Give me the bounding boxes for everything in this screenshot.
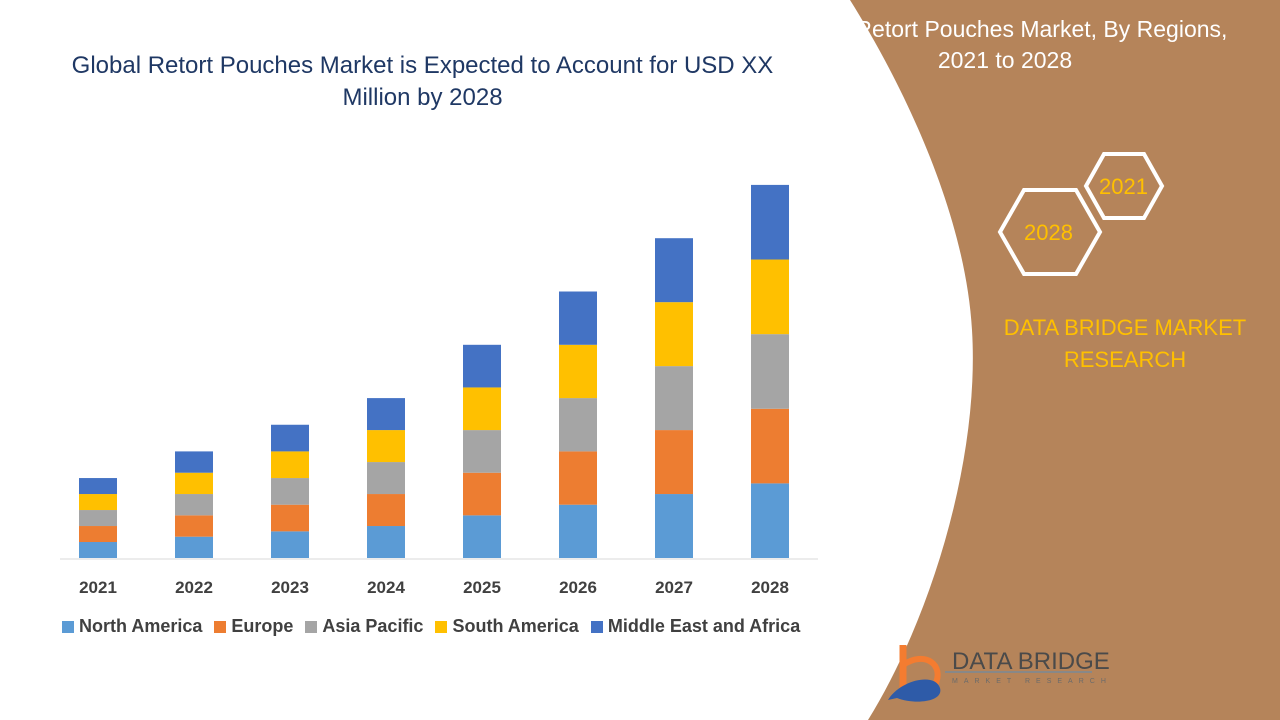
chart-title: Global Retort Pouches Market is Expected… bbox=[71, 52, 774, 111]
hexagon-2028 bbox=[997, 188, 1103, 276]
bar-2022-south-america bbox=[175, 472, 213, 495]
bar-2022-europe bbox=[175, 515, 213, 537]
bar-2022-middle-east-and-africa bbox=[175, 451, 213, 473]
bar-2021-europe bbox=[79, 526, 117, 543]
x-tick-label: 2022 bbox=[175, 578, 213, 597]
legend-item: Asia Pacific bbox=[305, 616, 423, 637]
bar-2024-asia-pacific bbox=[367, 462, 405, 495]
legend: North America Europe Asia Pacific South Ame… bbox=[62, 616, 800, 637]
bar-2026-europe bbox=[559, 451, 597, 505]
x-tick-label: 2028 bbox=[751, 578, 789, 597]
logo-icon bbox=[888, 645, 1092, 702]
bar-2024-europe bbox=[367, 494, 405, 527]
bar-2021-south-america bbox=[79, 494, 117, 511]
logo-subtitle: MARKET RESEARCH bbox=[952, 678, 1112, 685]
bar-2027-middle-east-and-africa bbox=[655, 238, 693, 303]
hex-label-2021: 2021 bbox=[1099, 174, 1148, 199]
bar-2021-middle-east-and-africa bbox=[79, 478, 117, 495]
logo-name: DATA BRIDGE bbox=[952, 648, 1110, 675]
bar-2025-north-america bbox=[463, 515, 501, 558]
hex-label-2028: 2028 bbox=[1024, 220, 1073, 245]
bar-2024-south-america bbox=[367, 430, 405, 463]
bar-2025-asia-pacific bbox=[463, 430, 501, 473]
side-title: Global Retort Pouches Market, By Regions… bbox=[782, 16, 1228, 73]
bar-2028-north-america bbox=[751, 483, 789, 558]
legend-swatch bbox=[305, 621, 318, 634]
bar-2028-asia-pacific bbox=[751, 334, 789, 409]
bar-2023-north-america bbox=[271, 531, 309, 558]
bar-2027-north-america bbox=[655, 494, 693, 558]
bar-2028-middle-east-and-africa bbox=[751, 184, 789, 260]
bar-2024-middle-east-and-africa bbox=[367, 398, 405, 431]
bar-2025-south-america bbox=[463, 387, 501, 431]
bar-2023-europe bbox=[271, 504, 309, 532]
x-tick-labels: 2021 2022 2023 2024 2025 2026 2027 2028 bbox=[79, 578, 789, 597]
x-tick-label: 2024 bbox=[367, 578, 405, 597]
legend-label: North America bbox=[79, 616, 203, 636]
hexagon-2021 bbox=[1083, 152, 1165, 220]
x-tick-label: 2027 bbox=[655, 578, 693, 597]
bar-2026-middle-east-and-africa bbox=[559, 291, 597, 345]
bar-2026-south-america bbox=[559, 344, 597, 399]
bar-2021-asia-pacific bbox=[79, 510, 117, 527]
legend-swatch bbox=[214, 621, 227, 634]
legend-item: Middle East and Africa bbox=[590, 616, 801, 637]
bar-2028-europe bbox=[751, 408, 789, 484]
legend-label: Middle East and Africa bbox=[607, 616, 801, 636]
bar-2025-europe bbox=[463, 472, 501, 516]
bar-2026-north-america bbox=[559, 504, 597, 558]
brand-text: DATA BRIDGE MARKET RESEARCH bbox=[1003, 315, 1247, 372]
bars bbox=[79, 184, 789, 558]
bar-2028-south-america bbox=[751, 259, 789, 335]
x-tick-label: 2025 bbox=[463, 578, 501, 597]
bar-2024-north-america bbox=[367, 526, 405, 558]
x-tick-label: 2023 bbox=[271, 578, 309, 597]
bar-2027-europe bbox=[655, 430, 693, 495]
bar-2022-asia-pacific bbox=[175, 494, 213, 516]
bar-2025-middle-east-and-africa bbox=[463, 344, 501, 388]
bar-2023-asia-pacific bbox=[271, 478, 309, 505]
bar-2027-south-america bbox=[655, 302, 693, 367]
side-panel bbox=[850, 0, 1280, 720]
bar-2021-north-america bbox=[79, 542, 117, 558]
bar-2022-north-america bbox=[175, 536, 213, 558]
legend-swatch bbox=[590, 621, 603, 634]
legend-label: South America bbox=[452, 616, 579, 636]
bar-2023-south-america bbox=[271, 451, 309, 479]
x-tick-label: 2021 bbox=[79, 578, 117, 597]
bar-2023-middle-east-and-africa bbox=[271, 424, 309, 452]
x-tick-label: 2026 bbox=[559, 578, 597, 597]
bar-2026-asia-pacific bbox=[559, 398, 597, 452]
legend-label: Asia Pacific bbox=[322, 616, 424, 636]
legend-swatch bbox=[435, 621, 448, 634]
legend-item: South America bbox=[435, 616, 579, 637]
legend-label: Europe bbox=[231, 616, 294, 636]
legend-item: Europe bbox=[214, 616, 293, 637]
legend-swatch bbox=[62, 621, 74, 634]
legend-item: North America bbox=[62, 616, 202, 637]
bar-2027-asia-pacific bbox=[655, 366, 693, 431]
